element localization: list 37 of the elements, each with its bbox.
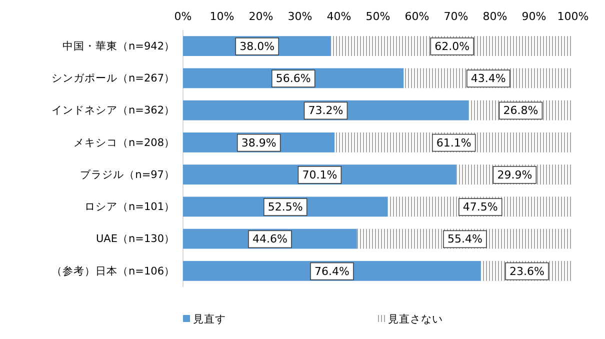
x-tick-label: 50% bbox=[366, 10, 390, 23]
data-label: 38.0% bbox=[240, 40, 275, 53]
y-tick-label: シンガポール（n=267） bbox=[52, 72, 175, 85]
data-label: 26.8% bbox=[503, 104, 538, 118]
x-tick-label: 30% bbox=[288, 10, 312, 23]
data-label: 43.4% bbox=[470, 72, 506, 86]
x-tick-label: 80% bbox=[482, 10, 508, 23]
y-tick-label: ブラジル（n=97） bbox=[80, 168, 175, 181]
x-tick-label: 70% bbox=[444, 10, 468, 23]
x-tick-label: 0% bbox=[174, 10, 192, 23]
data-label: 70.1% bbox=[302, 168, 338, 182]
x-tick-label: 40% bbox=[326, 10, 352, 23]
y-tick-label: インドネシア（n=362） bbox=[52, 104, 175, 117]
data-label: 55.4% bbox=[447, 232, 482, 246]
data-label: 38.9% bbox=[241, 136, 276, 150]
data-label: 61.1% bbox=[436, 136, 472, 150]
legend-label: 見直す bbox=[193, 312, 226, 326]
data-label: 29.9% bbox=[497, 168, 532, 182]
legend-label: 見直さない bbox=[388, 312, 443, 326]
data-label: 56.6% bbox=[276, 72, 311, 86]
data-label: 47.5% bbox=[462, 200, 498, 214]
y-tick-label: UAE（n=130） bbox=[96, 233, 175, 246]
x-tick-label: 60% bbox=[404, 10, 430, 23]
x-tick-label: 20% bbox=[248, 10, 274, 23]
data-label: 73.2% bbox=[308, 104, 344, 118]
data-label: 23.6% bbox=[510, 264, 544, 278]
x-tick-label: 100% bbox=[557, 10, 589, 23]
data-label: 52.5% bbox=[268, 200, 303, 214]
x-tick-label: 10% bbox=[210, 10, 234, 23]
y-tick-label: ロシア（n=101） bbox=[84, 201, 175, 214]
y-tick-label: メキシコ（n=208） bbox=[74, 136, 175, 149]
data-label: 76.4% bbox=[314, 264, 350, 278]
data-label: 62.0% bbox=[434, 40, 470, 53]
y-tick-label: 中国・華東（n=942） bbox=[62, 39, 175, 52]
data-label: 44.6% bbox=[252, 232, 288, 246]
y-tick-label: （参考）日本（n=106） bbox=[52, 264, 175, 278]
x-tick-label: 90% bbox=[522, 10, 546, 23]
